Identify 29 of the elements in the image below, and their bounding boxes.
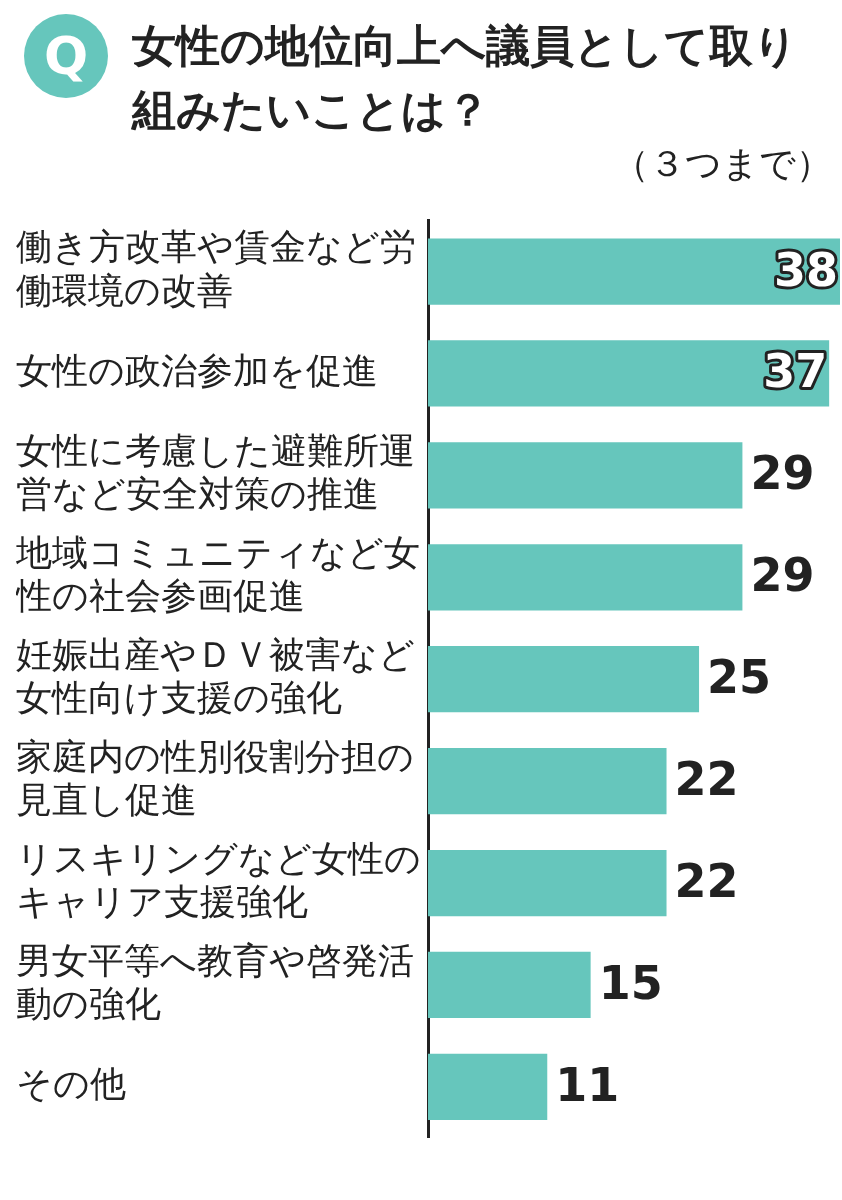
data-label: 38 xyxy=(773,242,838,297)
text: Q xyxy=(24,14,108,98)
data-label: 25 xyxy=(707,649,772,704)
chart-subtitle: （３つまで） xyxy=(612,141,833,185)
bar xyxy=(428,1053,548,1120)
y-tick-label: その他 xyxy=(16,1062,126,1104)
bar xyxy=(428,238,840,305)
bar xyxy=(428,849,667,916)
data-label: 29 xyxy=(750,446,815,501)
y-tick-label: 家庭内の性別役割分担の見直し促進 xyxy=(16,735,414,820)
y-tick-label: 働き方改革や賃金など労働環境の改善 xyxy=(16,226,416,311)
bar xyxy=(428,645,700,713)
y-tick-label: 妊娠出産やＤＶ被害など女性向け支援の強化 xyxy=(16,633,415,718)
data-label: 15 xyxy=(598,955,663,1010)
bar xyxy=(428,543,743,611)
bar xyxy=(428,747,667,815)
y-tick-label: 男女平等へ教育や啓発活動の強化 xyxy=(16,939,414,1024)
data-label: 22 xyxy=(674,751,739,806)
y-tick-label: 女性に考慮した避難所運営など安全対策の推進 xyxy=(16,429,415,515)
chart-title: 女性の地位向上へ議員として取り組みたいことは？ xyxy=(132,19,799,137)
bar xyxy=(428,951,591,1018)
y-tick-label: リスキリングなど女性のキャリア支援強化 xyxy=(16,837,421,922)
data-label: 29 xyxy=(750,548,815,603)
bar xyxy=(428,340,830,407)
data-label: 22 xyxy=(674,853,739,908)
data-label: 37 xyxy=(763,344,828,399)
data-label: 11 xyxy=(555,1057,620,1112)
bar xyxy=(428,442,743,509)
y-tick-label: 女性の政治参加を促進 xyxy=(16,349,378,391)
